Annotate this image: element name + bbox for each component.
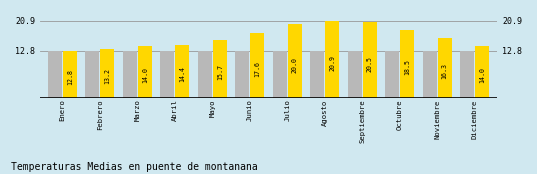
Bar xyxy=(423,51,437,98)
Bar xyxy=(63,51,77,98)
Text: 15.7: 15.7 xyxy=(217,64,223,80)
Bar xyxy=(325,21,339,98)
Text: 14.0: 14.0 xyxy=(142,67,148,83)
Bar xyxy=(347,51,362,98)
Bar xyxy=(400,30,415,98)
Bar xyxy=(198,51,212,98)
Text: 12.8: 12.8 xyxy=(67,69,73,85)
Bar xyxy=(175,45,190,98)
Bar xyxy=(385,51,400,98)
Text: 14.4: 14.4 xyxy=(179,66,185,82)
Text: 13.2: 13.2 xyxy=(104,68,110,84)
Text: 20.5: 20.5 xyxy=(367,56,373,72)
Bar xyxy=(235,51,249,98)
Text: Temperaturas Medias en puente de montanana: Temperaturas Medias en puente de montana… xyxy=(11,162,257,172)
Bar xyxy=(288,24,302,98)
Bar xyxy=(137,46,152,98)
Text: 18.5: 18.5 xyxy=(404,59,410,75)
Text: 17.6: 17.6 xyxy=(254,61,260,77)
Bar xyxy=(85,51,99,98)
Bar xyxy=(48,51,62,98)
Bar xyxy=(475,46,489,98)
Bar xyxy=(160,51,175,98)
Text: 20.0: 20.0 xyxy=(292,57,297,73)
Bar xyxy=(273,51,287,98)
Bar xyxy=(100,49,114,98)
Bar xyxy=(310,51,324,98)
Bar xyxy=(438,38,452,98)
Bar xyxy=(250,33,264,98)
Bar xyxy=(362,22,377,98)
Text: 20.9: 20.9 xyxy=(329,56,335,71)
Bar xyxy=(122,51,137,98)
Bar xyxy=(460,51,474,98)
Bar xyxy=(213,40,227,98)
Text: 16.3: 16.3 xyxy=(441,63,448,79)
Text: 14.0: 14.0 xyxy=(479,67,485,83)
